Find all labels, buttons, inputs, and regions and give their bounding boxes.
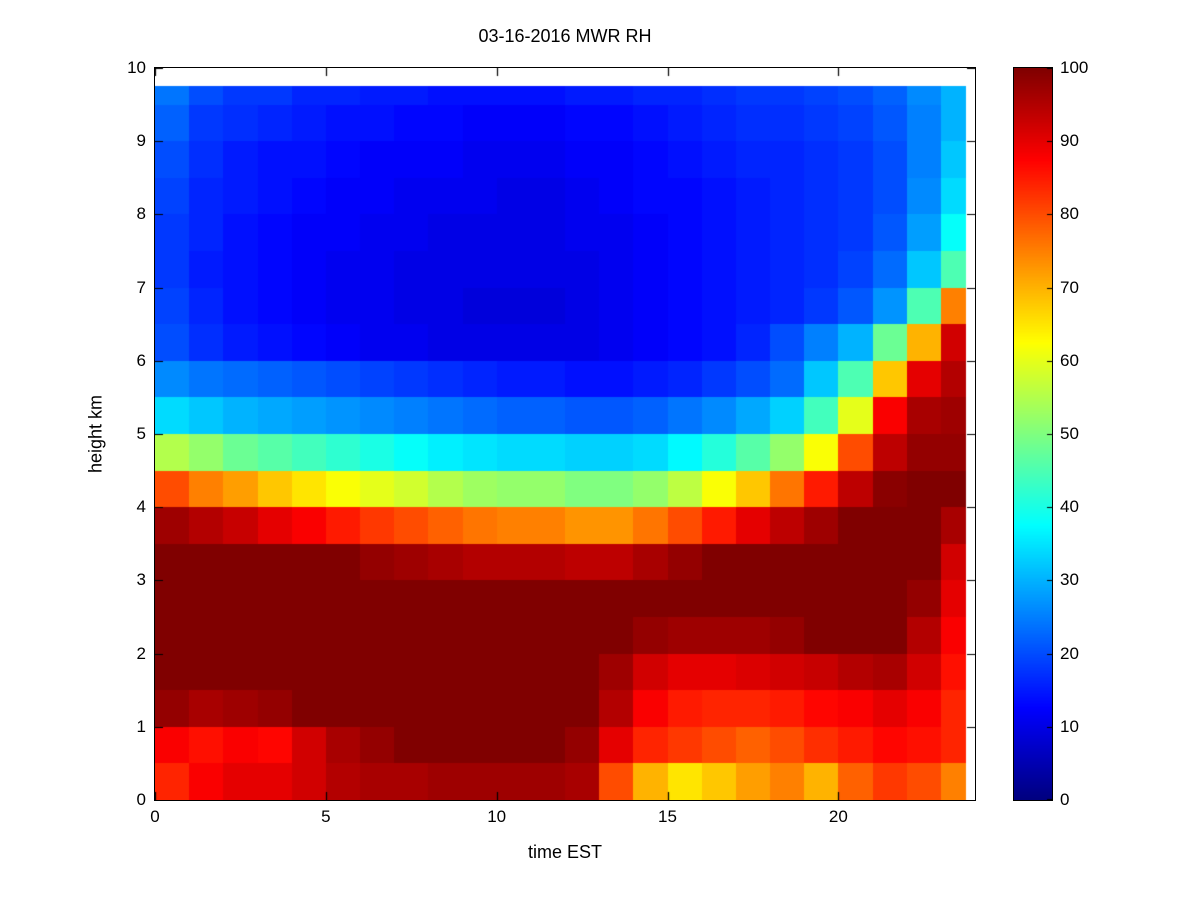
- colorbar-tick-label: 30: [1060, 570, 1079, 590]
- x-tick-label: 20: [828, 807, 848, 826]
- colorbar-tick-label: 0: [1060, 790, 1070, 809]
- colorbar-tick-label: 60: [1060, 350, 1079, 370]
- colorbar-tick-label: 50: [1060, 424, 1079, 443]
- y-tick-label: 3: [136, 570, 146, 590]
- colorbar-tick-label: 10: [1060, 716, 1079, 736]
- colorbar-tick-label: 80: [1060, 204, 1079, 224]
- colorbar-tick-label: 90: [1060, 131, 1079, 151]
- y-tick-label: 8: [136, 204, 146, 224]
- y-tick-label: 7: [136, 277, 146, 297]
- colorbar-canvas: [1014, 68, 1052, 800]
- colorbar-tick-label: 70: [1060, 277, 1079, 297]
- colorbar: [1013, 67, 1053, 801]
- y-tick-label: 6: [136, 350, 146, 370]
- plot-area: [154, 67, 976, 801]
- y-tick-label: 1: [136, 716, 146, 736]
- y-tick-label: 10: [127, 58, 146, 77]
- heatmap-canvas: [155, 68, 975, 800]
- y-tick-label: 9: [136, 131, 146, 151]
- y-axis-label: height km: [85, 394, 106, 474]
- y-tick-label: 5: [136, 424, 146, 443]
- colorbar-tick-label: 20: [1060, 643, 1079, 663]
- y-tick-label: 4: [136, 497, 146, 517]
- colorbar-tick-label: 100: [1060, 58, 1089, 77]
- colorbar-tick-label: 40: [1060, 497, 1079, 517]
- y-tick-label: 0: [136, 790, 146, 809]
- x-tick-label: 5: [321, 807, 331, 826]
- x-tick-label: 0: [150, 807, 160, 826]
- chart-title: 03-16-2016 MWR RH: [478, 26, 652, 46]
- x-tick-label: 10: [487, 807, 507, 826]
- x-axis-label: time EST: [527, 842, 602, 862]
- y-tick-label: 2: [136, 643, 146, 663]
- x-tick-label: 15: [658, 807, 677, 826]
